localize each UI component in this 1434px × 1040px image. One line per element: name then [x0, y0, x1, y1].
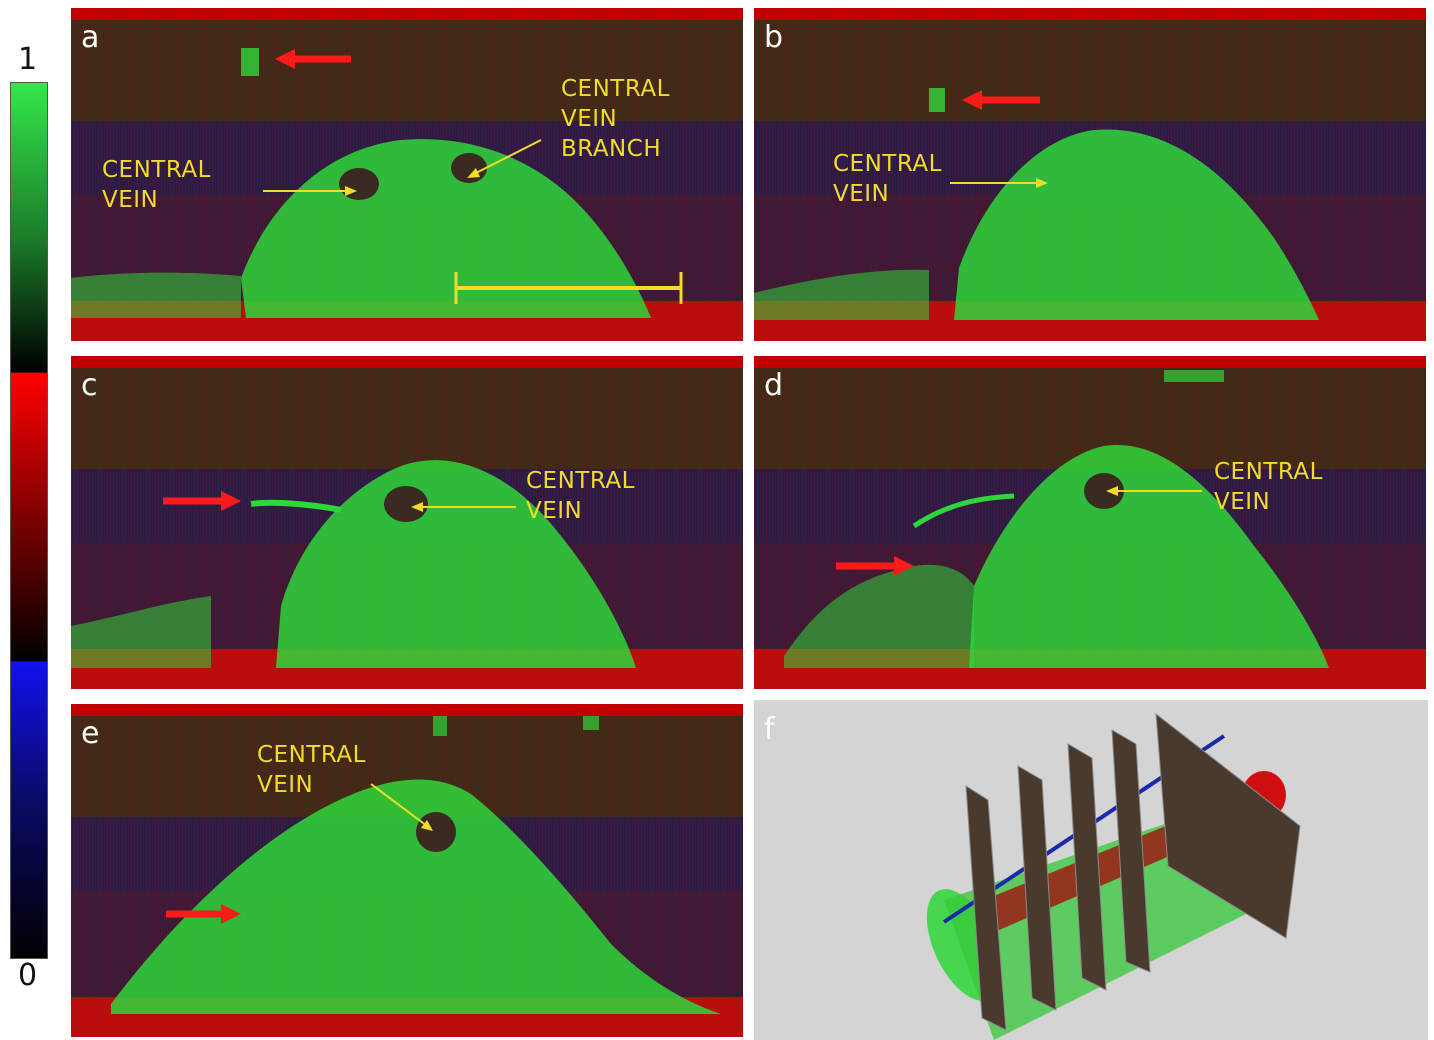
panel-b-letter: b	[764, 20, 784, 55]
colorbar-min-label: 0	[18, 958, 38, 993]
colorbar-max-label: 1	[18, 42, 38, 77]
central-vein-label: CENTRAL VEIN	[102, 157, 211, 213]
panel-b: b CENTRAL VEIN	[754, 8, 1426, 341]
panel-f: f	[754, 700, 1428, 1040]
panel-c-image	[71, 460, 636, 668]
panel-f-letter: f	[764, 712, 775, 747]
central-vein-label: CENTRAL VEIN	[1214, 459, 1323, 515]
panel-e: e CENTRAL VEIN	[71, 704, 743, 1037]
colorbar	[10, 82, 48, 959]
panel-a-letter: a	[81, 20, 100, 55]
central-vein-label: CENTRAL VEIN	[526, 468, 635, 524]
panel-c-letter: c	[81, 368, 98, 403]
central-vein-branch-label: CENTRAL VEIN BRANCH	[561, 76, 670, 162]
panel-d-image	[784, 370, 1329, 668]
central-vein-label: CENTRAL VEIN	[257, 742, 366, 798]
panel-d-letter: d	[764, 368, 784, 403]
central-vein-label: CENTRAL VEIN	[833, 151, 942, 207]
panel-b-image	[754, 88, 1319, 320]
panel-f-3d-render	[926, 712, 1301, 1040]
panel-e-image	[111, 716, 721, 1014]
panel-a-image	[71, 48, 683, 318]
panel-a: a CENTRAL VEIN CENTRAL VEIN BRANCH	[71, 8, 743, 341]
panel-c: c CENTRAL VEIN	[71, 356, 743, 689]
panel-d: d CENTRAL VEIN	[754, 356, 1426, 689]
panel-e-letter: e	[81, 716, 100, 751]
